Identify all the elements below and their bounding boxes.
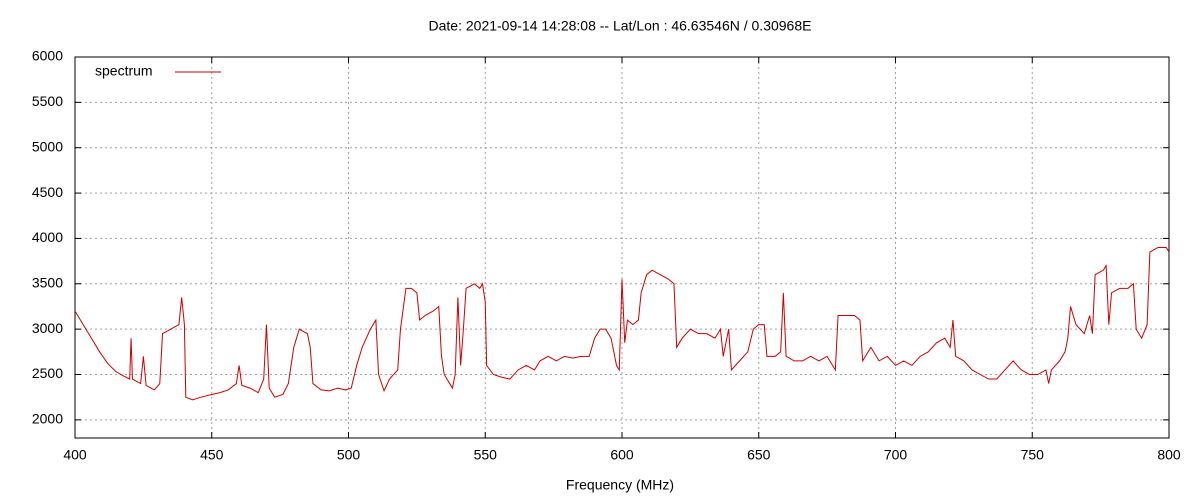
- x-tick-label: 750: [1021, 447, 1045, 463]
- y-tick-label: 5000: [32, 138, 63, 154]
- x-tick-label: 700: [884, 447, 908, 463]
- x-tick-label: 600: [610, 447, 634, 463]
- x-tick-label: 450: [200, 447, 224, 463]
- y-tick-label: 2000: [32, 411, 63, 427]
- x-tick-label: 400: [63, 447, 87, 463]
- chart-title: Date: 2021-09-14 14:28:08 -- Lat/Lon : 4…: [429, 18, 812, 34]
- x-tick-label: 550: [474, 447, 498, 463]
- y-tick-label: 4500: [32, 184, 63, 200]
- x-axis-label: Frequency (MHz): [566, 477, 674, 493]
- legend-label: spectrum: [95, 63, 153, 79]
- y-tick-label: 3000: [32, 320, 63, 336]
- y-tick-label: 5500: [32, 93, 63, 109]
- series-line: [74, 247, 1170, 401]
- y-tick-label: 6000: [32, 48, 63, 64]
- y-tick-label: 2500: [32, 365, 63, 381]
- y-tick-label: 3500: [32, 274, 63, 290]
- y-tick-label: 4000: [32, 229, 63, 245]
- plot-frame: [74, 56, 1170, 439]
- x-tick-label: 800: [1157, 447, 1181, 463]
- x-tick-label: 500: [337, 447, 361, 463]
- x-tick-label: 650: [747, 447, 771, 463]
